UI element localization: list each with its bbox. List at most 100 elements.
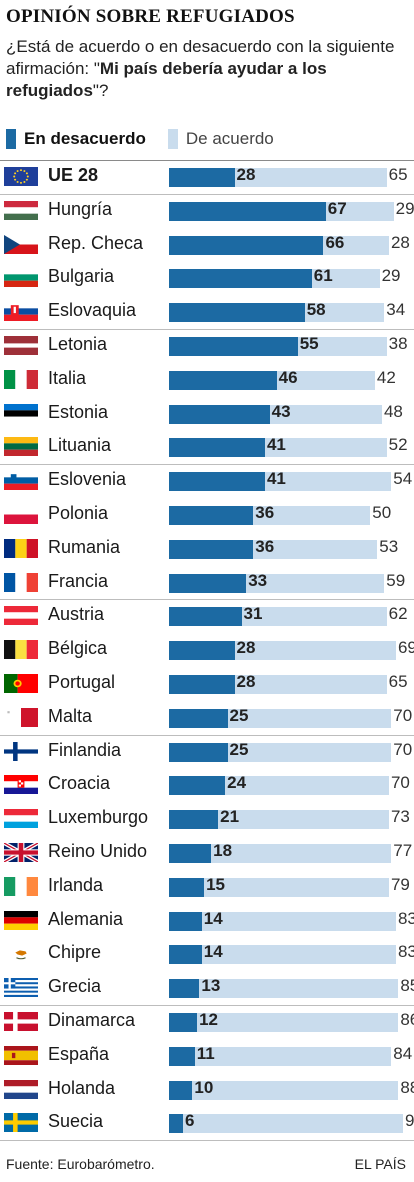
value-agree: 79: [390, 874, 410, 894]
chart-subtitle: ¿Está de acuerdo o en desacuerdo con la …: [6, 36, 406, 102]
bar-disagree: [169, 945, 202, 965]
row-portugal: Portugal 28 65: [0, 667, 414, 701]
bar-disagree: [169, 235, 324, 255]
flag-se-icon: [4, 1113, 38, 1133]
value-disagree: 66: [325, 232, 345, 252]
value-agree: 28: [390, 232, 410, 252]
value-disagree: 58: [306, 300, 326, 320]
value-agree: 42: [376, 367, 396, 387]
value-disagree: 41: [266, 435, 286, 455]
bar-disagree: [169, 641, 235, 661]
bar-disagree: [169, 168, 235, 187]
country-label: Holanda: [48, 1077, 116, 1098]
brand-logo-text: EL PAÍS: [354, 1156, 406, 1172]
country-label: Francia: [48, 570, 109, 591]
value-agree: 73: [390, 807, 410, 827]
country-label: Irlanda: [48, 874, 104, 895]
country-label: Eslovaquia: [48, 300, 137, 321]
bar-agree: [276, 370, 375, 390]
bar-disagree: [169, 1114, 184, 1134]
bar-agree: [241, 607, 387, 627]
row-espana: España 11 84: [0, 1039, 414, 1073]
flag-hr-icon: [4, 775, 38, 795]
flag-lt-icon: [4, 437, 38, 457]
bar-disagree: [169, 742, 228, 762]
bar-agree: [304, 303, 385, 323]
value-disagree: 28: [236, 638, 256, 658]
row-francia: Francia 33 59: [0, 566, 414, 600]
value-agree: 88: [400, 1077, 414, 1097]
country-label: Finlandia: [48, 739, 122, 760]
row-bulgaria: Bulgaria 61 29: [0, 261, 414, 295]
bar-agree: [201, 945, 396, 965]
value-agree: 77: [393, 841, 413, 860]
row-finlandia: Finlandia 25 70: [0, 735, 414, 769]
bar-disagree: [169, 675, 235, 694]
row-eslovaquia: Eslovaquia 58 34: [0, 295, 414, 329]
value-disagree: 25: [229, 705, 249, 725]
flag-at-icon: [4, 606, 38, 626]
bar-agree: [234, 168, 387, 187]
value-agree: 59: [386, 570, 406, 590]
value-agree: 70: [390, 773, 410, 793]
flag-es-icon: [4, 1045, 38, 1065]
row-chipre: Chipre 14 83: [0, 937, 414, 971]
flag-eu-icon: [4, 167, 38, 186]
group-separator: [0, 599, 414, 601]
country-label: Polonia: [48, 503, 109, 523]
legend-swatch-agree: [167, 129, 178, 149]
row-holanda: Holanda 10 88: [0, 1073, 414, 1107]
value-agree: 70: [393, 739, 413, 759]
country-label: España: [48, 1043, 110, 1064]
value-agree: 54: [393, 469, 413, 489]
bar-disagree: [169, 844, 212, 863]
bar-agree: [323, 235, 389, 255]
bar-agree: [253, 539, 378, 559]
flag-mt-icon: [4, 707, 38, 727]
bar-agree: [311, 269, 380, 289]
bar-agree: [192, 1080, 399, 1100]
value-disagree: 31: [243, 604, 263, 624]
country-label: Luxemburgo: [48, 807, 149, 828]
bar-disagree: [169, 370, 277, 390]
flag-gr-icon: [4, 978, 38, 998]
country-label: Dinamarca: [48, 1010, 136, 1030]
group-separator: [0, 734, 414, 736]
flag-ro-icon: [4, 538, 38, 558]
bar-disagree: [169, 979, 200, 999]
bar-agree: [183, 1114, 403, 1134]
value-disagree: 15: [206, 874, 226, 894]
flag-si-icon: [4, 471, 38, 491]
country-label: Letonia: [48, 334, 108, 354]
bar-disagree: [169, 337, 298, 356]
bar-disagree: [169, 404, 270, 424]
value-agree: 70: [393, 705, 413, 725]
value-disagree: 10: [194, 1077, 214, 1097]
legend-label-agree: De acuerdo: [185, 129, 274, 148]
bar-disagree: [169, 810, 219, 830]
value-agree: 52: [388, 435, 408, 455]
value-agree: 29: [395, 198, 414, 218]
bar-disagree: [169, 506, 254, 525]
bar-agree: [201, 911, 396, 931]
bar-disagree: [169, 1046, 195, 1066]
country-label: Rumania: [48, 536, 121, 557]
row-belgica: Bélgica 28 69: [0, 633, 414, 667]
value-agree: 38: [388, 334, 408, 353]
value-agree: 65: [388, 165, 408, 184]
flag-lv-icon: [4, 336, 38, 355]
country-label: Bélgica: [48, 638, 108, 659]
row-rep-checa: Rep. Checa 66 28: [0, 228, 414, 262]
bar-agree: [234, 675, 387, 694]
row-malta: Malta 25 70: [0, 701, 414, 735]
flag-it-icon: [4, 369, 38, 389]
bar-disagree: [169, 573, 247, 593]
flag-cz-icon: [4, 234, 38, 254]
value-agree: 50: [372, 503, 392, 522]
row-estonia: Estonia 43 48: [0, 397, 414, 431]
bar-disagree: [169, 708, 228, 728]
flag-de-icon: [4, 910, 38, 930]
value-disagree: 28: [236, 672, 256, 691]
value-agree: 34: [386, 300, 406, 320]
value-agree: 94: [405, 1111, 414, 1131]
